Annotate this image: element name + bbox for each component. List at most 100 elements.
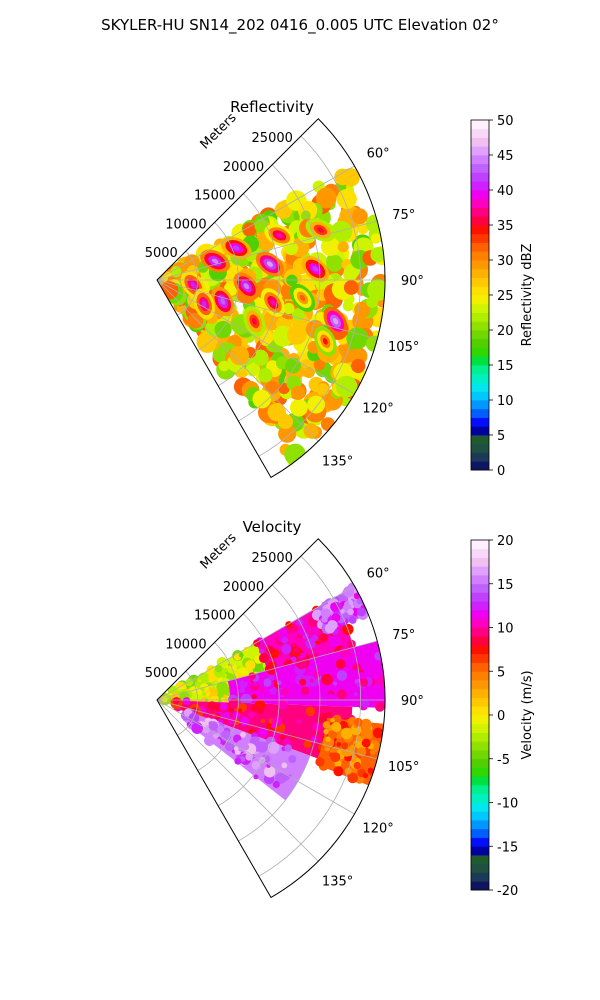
- storm-cell: [270, 299, 276, 306]
- velocity-speckle: [208, 721, 219, 731]
- azimuth-tick-label: 135°: [322, 455, 353, 470]
- colorbar-swatch: [471, 662, 489, 672]
- radial-tick-label: 15000: [194, 189, 235, 204]
- velocity-speckle: [299, 678, 307, 686]
- velocity-speckle: [376, 674, 385, 687]
- azimuth-tick-label: 105°: [388, 340, 419, 355]
- velocity-speckle: [356, 607, 367, 617]
- velocity-speckle: [196, 689, 202, 695]
- velocity-speckle: [207, 701, 217, 711]
- colorbar-swatch: [471, 312, 489, 322]
- velocity-speckle: [220, 670, 225, 675]
- colorbar-swatch: [471, 277, 489, 287]
- velocity-speckle: [333, 681, 338, 686]
- azimuth-gridline: [156, 279, 319, 442]
- velocity-speckle: [257, 708, 264, 715]
- colorbar-tick-label: 30: [497, 254, 514, 269]
- colorbar-swatch: [471, 750, 489, 760]
- colorbar-swatch: [471, 207, 489, 217]
- echo-speckle: [283, 302, 295, 315]
- echo-speckle: [303, 423, 319, 439]
- echo-speckle: [337, 241, 349, 253]
- echo-speckle: [326, 254, 344, 272]
- colorbar-swatch: [471, 680, 489, 690]
- colorbar-swatch: [471, 443, 489, 453]
- colorbar-swatch: [471, 452, 489, 462]
- azimuth-gridline: [156, 279, 355, 395]
- velocity-speckle: [272, 780, 280, 789]
- velocity-speckle: [367, 767, 374, 774]
- colorbar-swatch: [471, 636, 489, 646]
- velocity-speckle: [251, 693, 257, 700]
- colorbar-swatch: [471, 723, 489, 733]
- panel-title: Velocity: [243, 518, 302, 536]
- velocity-speckle: [191, 722, 203, 734]
- colorbar-tick-label: -15: [497, 840, 518, 855]
- velocity-speckle: [278, 627, 289, 637]
- velocity-speckle: [305, 706, 316, 717]
- colorbar-tick-label: 15: [497, 359, 514, 374]
- velocity-speckle: [173, 697, 180, 705]
- velocity-speckle: [327, 620, 338, 631]
- colorbar-swatch: [471, 382, 489, 392]
- velocity-speckle: [361, 699, 370, 708]
- echo-speckle: [218, 360, 230, 372]
- velocity-speckle: [315, 640, 320, 645]
- azimuth-gridline: [156, 585, 355, 701]
- range-ring: [197, 642, 239, 771]
- colorbar-swatch: [471, 618, 489, 628]
- echo-speckle: [316, 383, 330, 396]
- velocity-speckle: [277, 725, 283, 732]
- colorbar-swatch: [471, 557, 489, 567]
- azimuth-tick-label: 60°: [367, 146, 390, 161]
- velocity-speckle: [312, 670, 321, 679]
- velocity-speckle: [275, 772, 287, 784]
- storm-cell: [299, 294, 306, 301]
- radial-tick-label: 5000: [145, 666, 178, 681]
- colorbar-tick-label: 5: [497, 665, 505, 680]
- azimuth-tick-label: 120°: [362, 402, 393, 417]
- velocity-speckle: [214, 738, 221, 745]
- radial-tick-label: 25000: [252, 131, 293, 146]
- velocity-speckle: [350, 744, 355, 749]
- colorbar-swatch: [471, 225, 489, 235]
- colorbar-swatch: [471, 540, 489, 550]
- velocity-speckle: [288, 755, 297, 764]
- echo-speckle: [286, 324, 307, 345]
- colorbar-swatch: [471, 198, 489, 208]
- colorbar-swatch: [471, 391, 489, 401]
- colorbar-swatch: [471, 592, 489, 602]
- velocity-speckle: [325, 736, 331, 742]
- colorbar-swatch: [471, 400, 489, 410]
- radar-field: [157, 582, 385, 801]
- colorbar-swatch: [471, 802, 489, 812]
- velocity-speckle: [347, 772, 359, 784]
- velocity-speckle: [231, 665, 238, 671]
- range-ring: [177, 250, 199, 316]
- velocity-speckle: [326, 711, 332, 717]
- velocity-speckle: [263, 678, 272, 687]
- storm-cell: [220, 298, 226, 305]
- range-ring: [258, 135, 361, 457]
- colorbar-swatch: [471, 233, 489, 243]
- colorbar-swatch: [471, 627, 489, 637]
- velocity-speckle: [222, 711, 230, 720]
- colorbar-swatch: [471, 216, 489, 226]
- velocity-speckle: [312, 722, 321, 732]
- velocity-speckle: [309, 678, 314, 683]
- velocity-speckle: [227, 717, 236, 725]
- velocity-speckle: [243, 677, 248, 683]
- velocity-speckle: [330, 752, 341, 762]
- colorbar-swatch: [471, 356, 489, 366]
- azimuth-tick-label: 75°: [392, 208, 415, 223]
- storm-cell: [332, 318, 339, 325]
- echo-speckle: [343, 280, 359, 295]
- radial-tick-label: 5000: [145, 246, 178, 261]
- colorbar-swatch: [471, 190, 489, 200]
- velocity-speckle: [336, 742, 342, 747]
- storm-cell: [312, 266, 319, 272]
- storm-cell: [266, 261, 273, 267]
- range-ring: [217, 613, 280, 807]
- colorbar-swatch: [471, 373, 489, 383]
